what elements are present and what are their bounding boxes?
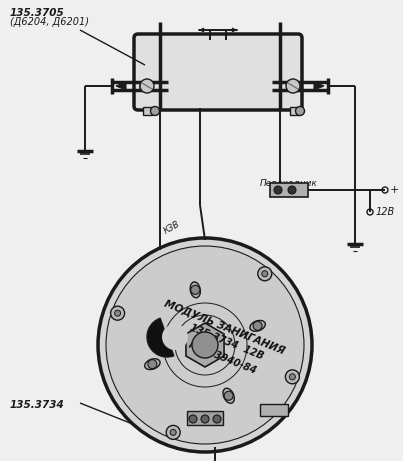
Text: +: + — [390, 185, 399, 195]
Polygon shape — [140, 82, 150, 90]
Ellipse shape — [190, 282, 200, 298]
Text: 135.3734: 135.3734 — [10, 400, 65, 410]
Bar — [270, 183, 308, 197]
Ellipse shape — [145, 359, 160, 370]
Circle shape — [114, 310, 120, 316]
Polygon shape — [314, 82, 324, 90]
Circle shape — [224, 391, 233, 400]
Circle shape — [110, 306, 125, 320]
Circle shape — [274, 186, 282, 194]
Circle shape — [150, 106, 160, 116]
Text: МОДУЛЬ ЗАНИГАНИЯ: МОДУЛЬ ЗАНИГАНИЯ — [163, 298, 287, 356]
Bar — [290, 107, 299, 115]
Bar — [187, 411, 223, 425]
Text: 12В: 12В — [376, 207, 395, 217]
Circle shape — [162, 324, 188, 350]
Circle shape — [213, 415, 221, 423]
Circle shape — [106, 246, 304, 444]
Ellipse shape — [250, 320, 265, 331]
Circle shape — [191, 285, 200, 295]
Bar — [143, 107, 152, 115]
Polygon shape — [186, 323, 224, 367]
Text: К3В: К3В — [162, 220, 182, 236]
Circle shape — [98, 238, 312, 452]
Polygon shape — [290, 82, 300, 90]
Wedge shape — [147, 318, 174, 357]
Circle shape — [170, 429, 176, 435]
Ellipse shape — [223, 388, 234, 403]
Circle shape — [258, 267, 272, 281]
Text: 135.3705: 135.3705 — [10, 8, 65, 18]
FancyBboxPatch shape — [134, 34, 302, 110]
Circle shape — [262, 271, 268, 277]
Circle shape — [285, 370, 299, 384]
Polygon shape — [116, 82, 126, 90]
Circle shape — [253, 321, 262, 331]
Circle shape — [166, 426, 180, 439]
Circle shape — [140, 79, 154, 93]
Text: (Д6204, Д6201): (Д6204, Д6201) — [10, 17, 89, 27]
Circle shape — [286, 79, 300, 93]
Text: 135.3734  12В: 135.3734 12В — [189, 323, 265, 361]
Circle shape — [148, 360, 157, 369]
Text: Переходник: Переходник — [260, 179, 318, 188]
Circle shape — [189, 415, 197, 423]
Bar — [260, 404, 288, 416]
Text: ГОСТ3940-84: ГОСТ3940-84 — [187, 340, 259, 376]
Circle shape — [289, 374, 295, 380]
Circle shape — [192, 332, 218, 358]
Circle shape — [288, 186, 296, 194]
Circle shape — [295, 106, 305, 116]
Circle shape — [201, 415, 209, 423]
